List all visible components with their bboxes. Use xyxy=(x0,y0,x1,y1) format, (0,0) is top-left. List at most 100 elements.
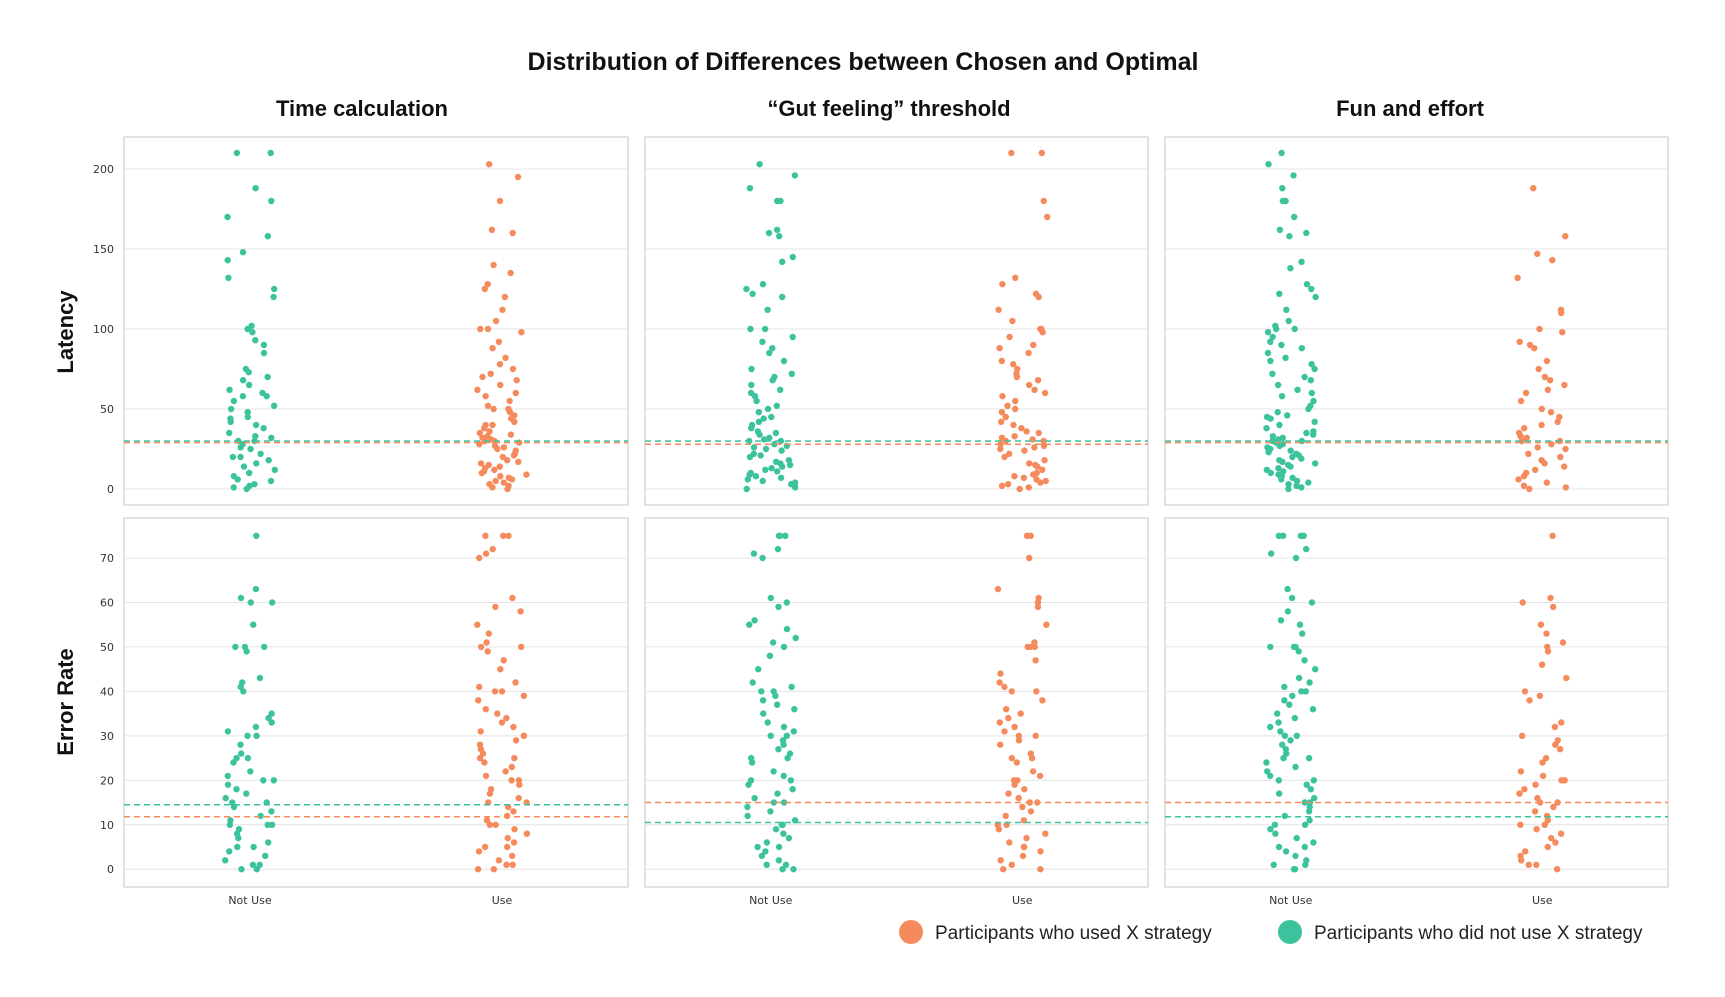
data-point-not-used xyxy=(1310,397,1317,405)
y-tick-label: 150 xyxy=(93,243,114,256)
data-point-used xyxy=(997,670,1004,677)
data-point-used xyxy=(1553,866,1561,873)
data-point-not-used xyxy=(1265,449,1272,456)
data-point-not-used xyxy=(776,532,784,539)
data-point-not-used xyxy=(252,433,259,440)
data-point-not-used xyxy=(764,719,771,726)
data-point-not-used xyxy=(1306,679,1313,686)
data-point-not-used xyxy=(1293,834,1300,842)
data-point-used xyxy=(996,719,1003,726)
data-point-not-used xyxy=(1292,554,1300,562)
data-point-used xyxy=(477,325,484,333)
data-point-used xyxy=(484,648,491,655)
data-point-not-used xyxy=(744,803,751,811)
data-point-not-used xyxy=(235,834,242,842)
data-point-used xyxy=(1548,834,1555,842)
data-point-used xyxy=(481,759,488,766)
data-point-not-used xyxy=(1272,830,1279,837)
data-point-not-used xyxy=(773,226,781,233)
data-point-used xyxy=(482,532,489,539)
data-point-not-used xyxy=(238,750,245,757)
data-point-used xyxy=(1547,409,1555,416)
data-point-not-used xyxy=(779,258,786,265)
data-point-not-used xyxy=(240,688,247,695)
data-point-not-used xyxy=(792,634,799,642)
data-point-used xyxy=(1016,485,1023,493)
data-point-used xyxy=(504,834,511,842)
data-point-used xyxy=(1006,450,1013,457)
data-point-used xyxy=(1039,697,1046,704)
data-point-used xyxy=(523,471,530,478)
data-point-not-used xyxy=(775,857,783,864)
data-point-used xyxy=(508,476,516,483)
data-point-not-used xyxy=(1301,657,1308,664)
data-point-not-used xyxy=(224,257,231,264)
data-point-not-used xyxy=(268,710,275,717)
data-point-not-used xyxy=(743,285,750,293)
data-point-used xyxy=(1561,381,1568,389)
data-point-used xyxy=(506,409,514,416)
data-point-used xyxy=(503,812,511,820)
data-point-not-used xyxy=(271,466,278,473)
data-point-not-used xyxy=(229,453,237,461)
data-point-not-used xyxy=(769,377,776,384)
data-point-not-used xyxy=(250,843,257,851)
data-point-used xyxy=(1033,688,1040,695)
data-point-not-used xyxy=(270,402,278,409)
data-point-not-used xyxy=(1299,630,1306,637)
data-point-used xyxy=(485,630,492,637)
data-point-not-used xyxy=(1276,226,1284,233)
data-point-not-used xyxy=(1263,759,1270,766)
data-point-not-used xyxy=(246,469,253,477)
data-point-not-used xyxy=(1295,648,1302,655)
data-point-used xyxy=(500,532,507,539)
data-point-not-used xyxy=(239,377,247,384)
data-point-not-used xyxy=(1276,790,1283,797)
data-point-not-used xyxy=(263,393,270,400)
data-point-not-used xyxy=(755,409,762,416)
data-point-used xyxy=(1008,149,1015,157)
data-point-not-used xyxy=(243,790,250,797)
data-point-used xyxy=(1549,257,1556,264)
data-point-not-used xyxy=(1293,732,1301,739)
data-point-not-used xyxy=(752,473,760,480)
data-point-used xyxy=(1027,808,1035,815)
data-point-used xyxy=(1017,710,1024,717)
data-point-not-used xyxy=(766,349,773,357)
data-point-used xyxy=(1543,479,1551,486)
data-point-not-used xyxy=(1306,817,1313,824)
data-point-used xyxy=(1541,373,1549,381)
data-point-used xyxy=(1031,386,1038,393)
data-point-used xyxy=(1004,481,1012,488)
data-point-not-used xyxy=(764,405,772,413)
data-point-not-used xyxy=(249,329,256,336)
data-point-not-used xyxy=(748,759,756,766)
data-point-not-used xyxy=(1267,826,1274,833)
data-point-not-used xyxy=(265,457,272,464)
data-point-not-used xyxy=(759,477,766,485)
data-point-used xyxy=(490,866,497,873)
data-point-not-used xyxy=(1286,701,1293,708)
data-point-not-used xyxy=(257,450,264,457)
data-point-not-used xyxy=(262,852,269,860)
data-point-not-used xyxy=(1292,852,1299,860)
data-point-used xyxy=(520,692,528,699)
data-point-not-used xyxy=(1267,357,1274,365)
data-point-not-used xyxy=(237,453,244,461)
data-point-used xyxy=(1001,728,1008,735)
data-point-not-used xyxy=(1271,821,1279,828)
data-point-used xyxy=(998,482,1006,489)
data-point-not-used xyxy=(744,812,751,820)
data-point-not-used xyxy=(1302,861,1309,868)
data-point-not-used xyxy=(1285,317,1292,325)
data-point-not-used xyxy=(1286,233,1293,240)
data-point-not-used xyxy=(1267,772,1274,780)
data-point-used xyxy=(507,431,515,438)
data-point-not-used xyxy=(1275,465,1282,472)
row-titles: Latency Error Rate xyxy=(53,290,78,756)
data-point-used xyxy=(1520,482,1528,489)
data-point-used xyxy=(1011,473,1018,480)
y-tick-label: 100 xyxy=(93,323,114,336)
data-point-used xyxy=(1030,471,1037,478)
